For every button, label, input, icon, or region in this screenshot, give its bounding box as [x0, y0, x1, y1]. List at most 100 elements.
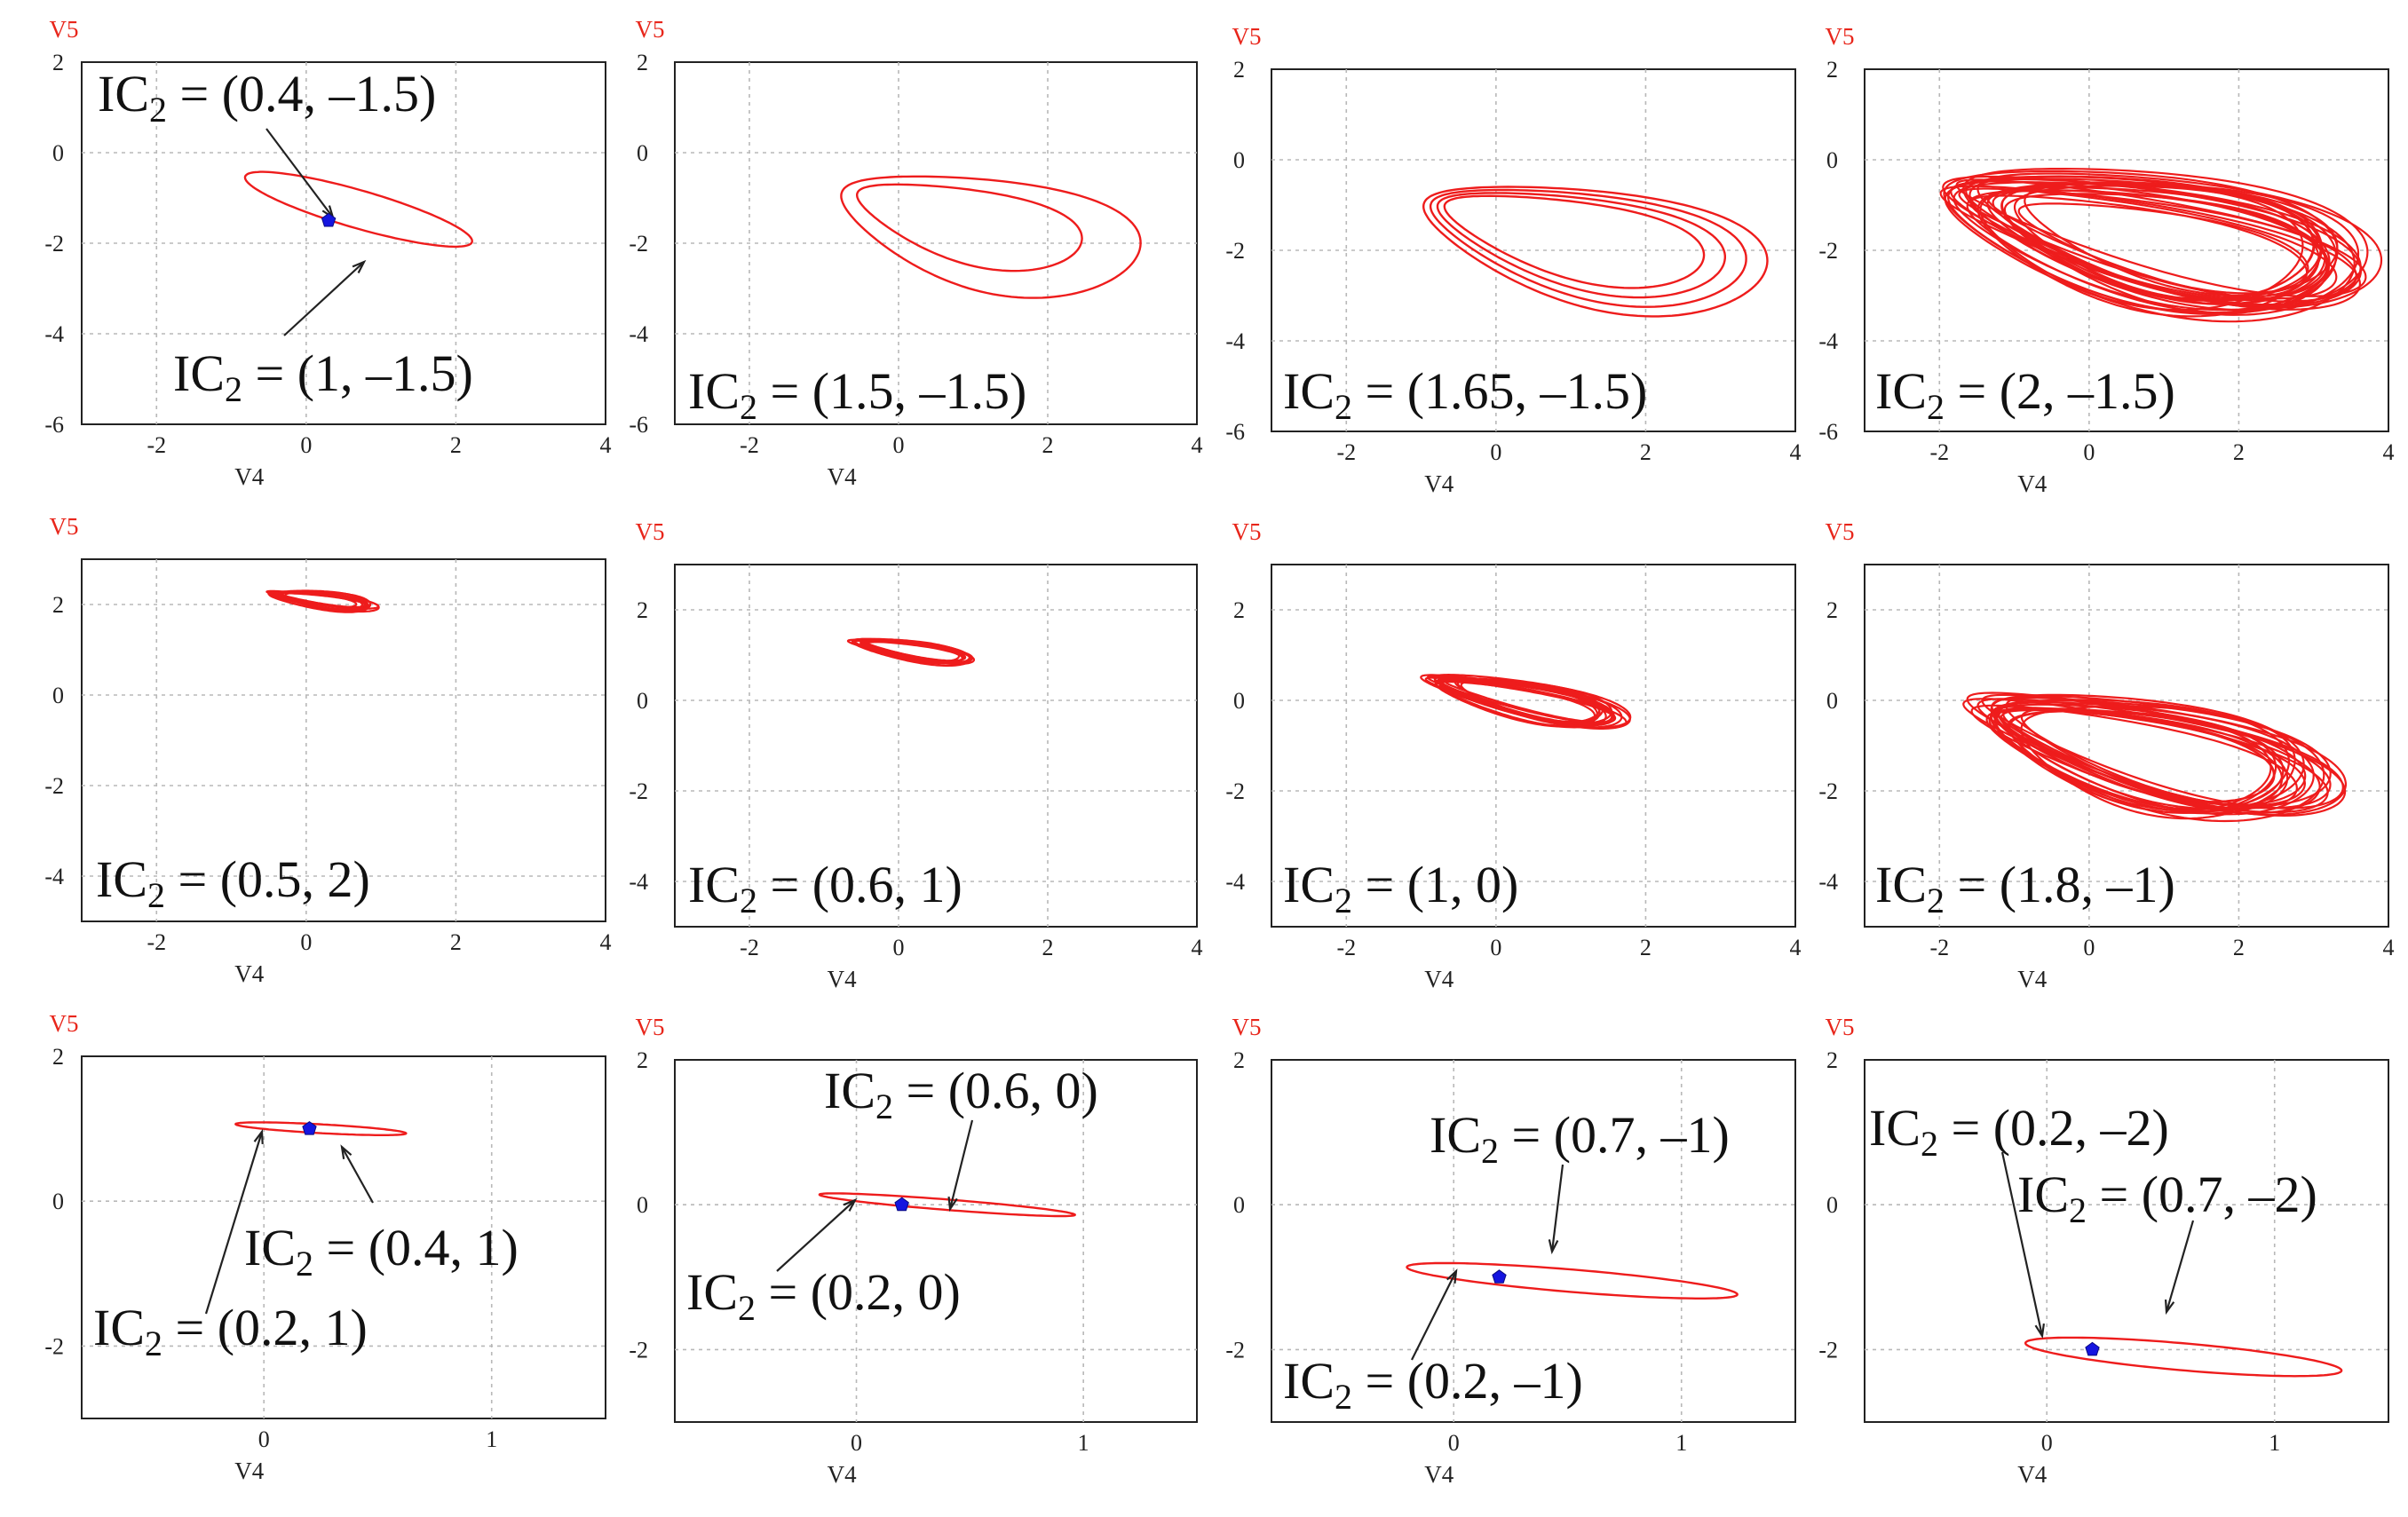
trajectory-loop [856, 183, 1083, 273]
y-tick-label: 0 [1233, 1192, 1245, 1218]
y-tick-label: 2 [1233, 597, 1245, 623]
y-axis-label: V5 [50, 1010, 79, 1037]
x-tick-label: 0 [300, 929, 312, 955]
y-tick-label: -2 [629, 778, 648, 804]
panel-5: -2 0 2 4 -4 -2 0 2 V4 V5 IC2 = (0.5, 2) [44, 513, 611, 987]
x-tick-label: 2 [1640, 439, 1652, 465]
x-axis-label: V4 [234, 960, 264, 987]
trajectory-group [2024, 1336, 2343, 1378]
trajectory-group [234, 1121, 408, 1136]
x-tick-label: -2 [147, 432, 166, 458]
ic-annotation: IC2 = (0.2, 1) [93, 1299, 368, 1363]
x-tick-label: 4 [1192, 935, 1203, 960]
x-tick-label: 0 [258, 1426, 270, 1452]
ic-annotation: IC2 = (2, –1.5) [1875, 362, 2175, 427]
x-tick-label: 2 [1042, 432, 1054, 458]
x-tick-label: 0 [2041, 1430, 2053, 1456]
y-axis-label: V5 [1232, 518, 1262, 545]
y-tick-label: -6 [629, 412, 648, 438]
trajectory-loop [2007, 710, 2272, 812]
trajectory-loop [1962, 168, 2369, 312]
x-tick-label: -2 [1929, 439, 1949, 465]
ic-annotation: IC2 = (1, –1.5) [173, 344, 473, 409]
trajectory-loop [1443, 194, 1706, 289]
trajectory-group [1420, 674, 1632, 730]
y-tick-label: 0 [637, 1192, 648, 1218]
x-tick-label: 0 [1490, 439, 1501, 465]
trajectory-loop [2020, 705, 2296, 820]
trajectory-loop [1981, 693, 2344, 810]
y-tick-label: -4 [44, 864, 64, 889]
plot-area [81, 61, 606, 425]
x-tick-label: 0 [893, 432, 905, 458]
arrow-head [352, 259, 367, 273]
initial-condition-marker [894, 1197, 909, 1212]
arrow-head [947, 1196, 958, 1213]
y-tick-label: 0 [637, 688, 648, 714]
y-tick-label: -2 [1818, 238, 1838, 264]
y-tick-label: -2 [1818, 1337, 1838, 1363]
plot-area [81, 1055, 606, 1419]
panel-3: -2 0 2 4 -6 -4 -2 0 2 V4 V5 IC2 = (1.65, –1.5) [1225, 23, 1801, 497]
initial-condition-marker [1492, 1269, 1507, 1284]
trajectory-loop [1436, 192, 1726, 299]
y-axis-label: V5 [50, 513, 79, 540]
y-tick-label: -4 [629, 321, 648, 347]
y-tick-label: -2 [44, 773, 64, 799]
annotation-arrow [1550, 1164, 1564, 1252]
annotation-arrow [204, 1131, 264, 1315]
y-tick-label: -4 [1225, 328, 1245, 354]
x-axis-label: V4 [1424, 470, 1454, 497]
trajectory-loop [2024, 182, 2339, 296]
y-tick-label: -2 [1225, 1337, 1245, 1363]
plot-area [1864, 68, 2389, 432]
x-tick-label: 1 [1675, 1430, 1687, 1456]
x-tick-label: 1 [2269, 1430, 2280, 1456]
trajectory-group [1422, 186, 1769, 318]
y-tick-label: 0 [1826, 688, 1838, 714]
arrow-head [2164, 1299, 2175, 1316]
x-axis-label: V4 [234, 463, 264, 490]
y-tick-label: 2 [1233, 57, 1245, 83]
y-tick-label: 2 [1826, 1047, 1838, 1073]
x-axis-label: V4 [828, 966, 857, 992]
y-tick-label: -2 [1225, 778, 1245, 804]
y-axis-label: V5 [1826, 1014, 1855, 1040]
trajectory-loop [1969, 194, 2309, 299]
x-tick-label: 0 [1448, 1430, 1460, 1456]
x-tick-label: -2 [147, 929, 166, 955]
ic-annotation: IC2 = (0.7, –2) [2017, 1165, 2317, 1230]
y-tick-label: 2 [52, 592, 64, 618]
y-tick-label: 0 [52, 683, 64, 708]
y-tick-label: -6 [1225, 419, 1245, 445]
x-tick-label: -2 [740, 935, 759, 960]
trajectory-group [1939, 168, 2383, 323]
panel-11: 0 1 -2 0 2 V4 V5 IC2 = (0.7, –1) IC2 = (0.2, –1) [1225, 1014, 1796, 1488]
x-tick-label: 1 [1078, 1430, 1089, 1456]
annotation-arrow [776, 1199, 856, 1272]
y-tick-label: -4 [629, 869, 648, 895]
trajectory-group [1962, 691, 2347, 823]
trajectory-loop [1986, 190, 2357, 303]
x-axis-label: V4 [2017, 1461, 2047, 1488]
x-tick-label: 0 [300, 432, 312, 458]
trajectory-loop [2024, 1336, 2343, 1378]
x-tick-label: -2 [740, 432, 759, 458]
panel-6: -2 0 2 4 -4 -2 0 2 V4 V5 IC2 = (0.6, 1) [629, 518, 1202, 992]
y-axis-label: V5 [1232, 1014, 1262, 1040]
x-tick-label: 4 [2383, 935, 2395, 960]
x-tick-label: 1 [486, 1426, 497, 1452]
x-tick-label: 2 [450, 432, 462, 458]
y-axis-label: V5 [1826, 23, 1855, 50]
y-tick-label: 0 [52, 140, 64, 166]
annotation-arrow [2165, 1220, 2195, 1313]
x-tick-label: -2 [1336, 439, 1356, 465]
annotation-arrow [1411, 1270, 1457, 1361]
plot-area [674, 1059, 1198, 1423]
annotation-arrow [948, 1119, 974, 1210]
x-tick-label: 4 [2383, 439, 2395, 465]
ic-annotation: IC2 = (1.8, –1) [1875, 856, 2175, 920]
y-axis-label: V5 [636, 518, 665, 545]
panel-10: 0 1 -2 0 2 V4 V5 IC2 = (0.6, 0) IC2 = (0.2, 0) [629, 1014, 1198, 1488]
plot-area [1271, 68, 1796, 432]
